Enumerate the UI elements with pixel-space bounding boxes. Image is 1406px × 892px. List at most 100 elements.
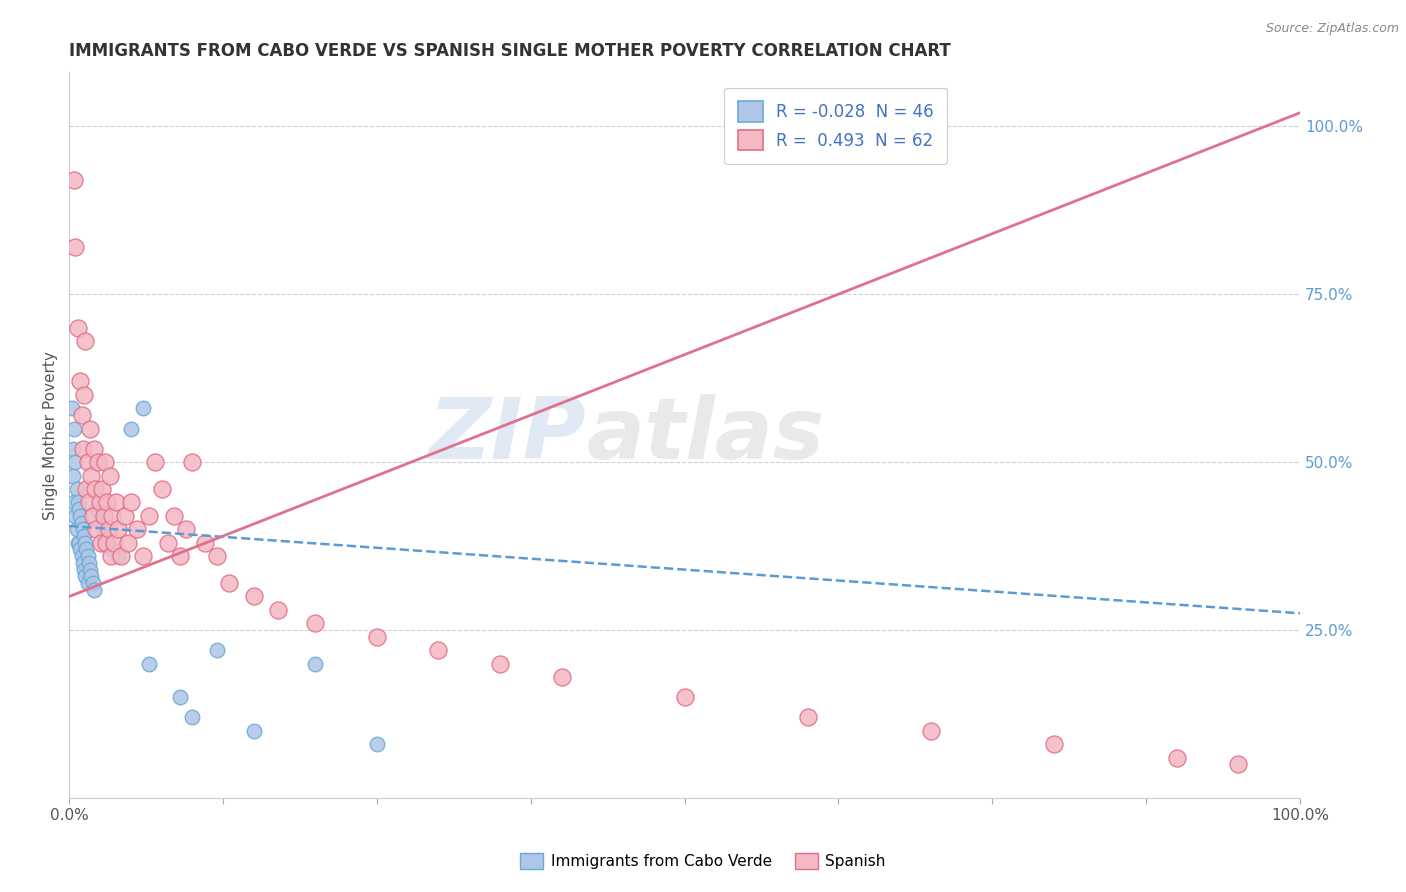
Point [366,630,388,644]
Point [243,723,266,738]
Point [72,556,94,570]
Text: ZIP: ZIP [429,393,586,476]
Point [69,375,91,389]
Point [243,590,266,604]
Point [89,495,111,509]
Point [93,508,115,523]
Point [120,495,142,509]
Point [100,549,122,564]
Point [60,401,83,416]
Point [218,576,240,591]
Point [70,408,93,422]
Point [150,482,173,496]
Point [83,442,105,456]
Point [84,502,107,516]
Point [80,569,103,583]
Y-axis label: Single Mother Poverty: Single Mother Poverty [44,351,58,520]
Point [72,522,94,536]
Point [138,508,160,523]
Point [145,455,167,469]
Point [1227,757,1250,772]
Point [67,502,90,516]
Point [489,657,512,671]
Point [84,522,107,536]
Point [76,549,98,564]
Point [75,569,97,583]
Point [205,549,228,564]
Point [66,320,89,334]
Point [304,657,326,671]
Point [62,442,84,456]
Point [96,535,118,549]
Point [66,535,89,549]
Point [82,576,104,591]
Point [65,482,87,496]
Point [181,710,204,724]
Point [84,482,107,496]
Point [366,737,388,751]
Point [76,576,98,591]
Point [98,468,121,483]
Point [73,529,96,543]
Point [76,455,98,469]
Point [73,388,96,402]
Point [125,522,148,536]
Point [70,516,93,530]
Point [70,549,93,564]
Point [120,421,142,435]
Point [107,522,129,536]
Text: Source: ZipAtlas.com: Source: ZipAtlas.com [1265,22,1399,36]
Point [77,556,100,570]
Point [67,535,90,549]
Point [132,549,155,564]
Point [427,643,450,657]
Point [83,582,105,597]
Point [174,522,197,536]
Point [550,670,572,684]
Point [65,240,87,254]
Point [80,468,103,483]
Point [101,508,124,523]
Point [107,549,129,564]
Point [75,334,97,348]
Point [63,495,86,509]
Point [66,495,89,509]
Point [1166,750,1188,764]
Point [77,495,100,509]
Point [267,603,290,617]
Point [89,516,111,530]
Point [75,542,97,557]
Point [169,690,191,705]
Point [920,723,942,738]
Point [169,549,191,564]
Point [1043,737,1066,751]
Point [62,468,84,483]
Point [69,508,91,523]
Point [101,542,124,557]
Point [91,482,114,496]
Point [94,455,117,469]
Point [156,535,179,549]
Point [163,508,186,523]
Point [181,455,204,469]
Point [103,535,125,549]
Point [72,442,94,456]
Point [65,508,87,523]
Point [138,657,160,671]
Point [132,401,155,416]
Point [97,522,120,536]
Point [194,535,217,549]
Point [93,529,115,543]
Point [86,455,108,469]
Point [79,563,101,577]
Point [96,495,118,509]
Point [69,542,91,557]
Text: IMMIGRANTS FROM CABO VERDE VS SPANISH SINGLE MOTHER POVERTY CORRELATION CHART: IMMIGRANTS FROM CABO VERDE VS SPANISH SI… [69,42,950,60]
Point [75,535,97,549]
Legend: R = -0.028  N = 46, R =  0.493  N = 62: R = -0.028 N = 46, R = 0.493 N = 62 [724,88,948,164]
Point [63,173,86,187]
Point [90,535,112,549]
Point [82,508,104,523]
Point [96,535,118,549]
Point [65,455,87,469]
